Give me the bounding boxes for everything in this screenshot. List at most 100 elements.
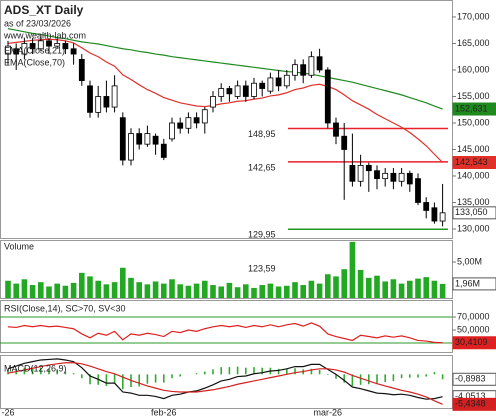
candle-body bbox=[201, 109, 208, 124]
rsi-plot bbox=[0, 316, 452, 344]
volume-bar bbox=[29, 285, 36, 298]
volume-bar bbox=[38, 282, 44, 298]
candle-body bbox=[242, 85, 249, 97]
panel-title: RSI(Close,14), SC>70, SV<30 bbox=[4, 303, 126, 313]
candle-body bbox=[300, 64, 307, 76]
y-tick-label: 150,000 bbox=[457, 117, 490, 127]
histogram-bar bbox=[400, 374, 403, 379]
value-box bbox=[452, 156, 496, 170]
volume-bar bbox=[316, 283, 323, 298]
histogram-bar bbox=[392, 374, 395, 381]
candle-body bbox=[431, 207, 438, 222]
histogram-bar bbox=[236, 366, 239, 375]
volume-bar bbox=[218, 286, 224, 298]
value-label: -4,0513 bbox=[455, 391, 486, 401]
legend-entry: EMA(Close,21) bbox=[4, 45, 65, 55]
volume-bar bbox=[251, 287, 257, 298]
macd-line bbox=[7, 362, 443, 405]
histogram-bar bbox=[335, 374, 337, 379]
volume-bar bbox=[87, 276, 93, 298]
y-tick-label: 5,00M bbox=[457, 256, 482, 266]
y-tick-label: 50,0000 bbox=[457, 324, 490, 334]
level-label: 148,95 bbox=[248, 129, 276, 139]
price-plot bbox=[5, 28, 448, 231]
volume-bar bbox=[70, 282, 77, 298]
macd-line bbox=[7, 358, 443, 400]
candle-body bbox=[119, 117, 126, 161]
candle-body bbox=[267, 77, 274, 92]
y-tick-label: 155,000 bbox=[457, 91, 490, 101]
value-box bbox=[452, 102, 496, 116]
volume-bar bbox=[13, 283, 19, 298]
value-box bbox=[452, 372, 496, 386]
histogram-bar bbox=[318, 369, 321, 375]
volume-bar bbox=[431, 280, 438, 298]
volume-bar bbox=[185, 285, 192, 298]
value-label: 133,050 bbox=[455, 207, 488, 217]
volume-bar bbox=[128, 277, 134, 298]
volume-bar bbox=[308, 280, 315, 298]
histogram-bar bbox=[212, 369, 214, 375]
value-label: 1,96M bbox=[455, 278, 480, 288]
candle-body bbox=[423, 202, 430, 211]
candle-body bbox=[152, 135, 159, 145]
candle-body bbox=[226, 88, 233, 95]
level-label: 123,59 bbox=[248, 263, 276, 273]
volume-bar bbox=[284, 285, 290, 298]
histogram-bar bbox=[417, 374, 419, 378]
histogram-bar bbox=[433, 372, 436, 375]
candle-body bbox=[275, 77, 282, 87]
candle-body bbox=[439, 212, 446, 222]
volume-bar bbox=[79, 272, 85, 298]
candle-body bbox=[406, 172, 413, 185]
volume-bar bbox=[234, 287, 241, 298]
y-tick-label: 70,0000 bbox=[457, 311, 490, 321]
volume-bar bbox=[300, 285, 306, 298]
x-tick-label: feb-26 bbox=[151, 407, 177, 417]
candle-body bbox=[5, 45, 11, 55]
histogram-bar bbox=[31, 367, 34, 375]
candle-body bbox=[37, 40, 44, 50]
volume-bar bbox=[193, 283, 200, 298]
candle-body bbox=[365, 164, 372, 172]
panel-title: Volume bbox=[4, 241, 34, 251]
volume-bar bbox=[259, 285, 265, 298]
candle-body bbox=[234, 85, 241, 97]
volume-bar bbox=[54, 283, 60, 298]
candle-body bbox=[87, 85, 93, 113]
histogram-bar bbox=[81, 374, 83, 379]
histogram-bar bbox=[425, 374, 427, 377]
volume-bar bbox=[341, 269, 347, 298]
volume-bar bbox=[374, 275, 380, 298]
histogram-bar bbox=[343, 374, 345, 383]
y-tick-label: 140,000 bbox=[457, 170, 490, 180]
histogram-bar bbox=[113, 374, 116, 384]
candle-body bbox=[177, 122, 184, 129]
volume-bar bbox=[103, 284, 110, 298]
candle-body bbox=[308, 56, 315, 76]
value-label: 142,543 bbox=[455, 157, 488, 167]
histogram-bar bbox=[245, 367, 247, 375]
histogram-bar bbox=[220, 367, 222, 375]
value-box bbox=[452, 397, 496, 411]
candle-body bbox=[357, 164, 364, 182]
volume-bar bbox=[5, 280, 11, 298]
value-box bbox=[452, 336, 496, 350]
volume-bar bbox=[169, 279, 175, 298]
candle-body bbox=[160, 143, 167, 158]
candle-body bbox=[390, 172, 397, 182]
volume-bar bbox=[111, 282, 118, 298]
volume-bar bbox=[366, 277, 372, 298]
volume-bar bbox=[275, 286, 282, 298]
candle-body bbox=[349, 164, 356, 182]
histogram-bar bbox=[72, 373, 75, 375]
volume-bar bbox=[243, 284, 249, 298]
candle-body bbox=[46, 40, 52, 47]
y-tick-label: 130,000 bbox=[457, 223, 490, 233]
histogram-bar bbox=[409, 374, 411, 378]
histogram-bar bbox=[122, 374, 124, 390]
histogram-bar bbox=[294, 368, 296, 375]
candle-body bbox=[193, 117, 200, 124]
value-label: 152,631 bbox=[455, 103, 488, 113]
